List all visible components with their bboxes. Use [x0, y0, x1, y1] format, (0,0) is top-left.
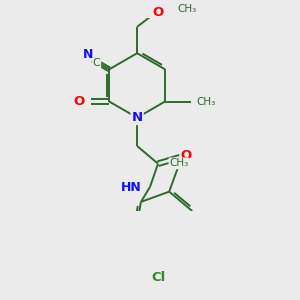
Text: CH₃: CH₃	[178, 4, 197, 14]
Text: O: O	[152, 6, 164, 19]
Text: N: N	[82, 47, 93, 61]
Text: O: O	[74, 95, 85, 108]
Text: O: O	[180, 149, 192, 162]
Text: CH₃: CH₃	[197, 97, 216, 106]
Text: HN: HN	[121, 182, 142, 194]
Text: N: N	[132, 111, 143, 124]
Text: C: C	[92, 58, 100, 68]
Text: CH₃: CH₃	[169, 158, 189, 168]
Text: Cl: Cl	[152, 271, 166, 284]
